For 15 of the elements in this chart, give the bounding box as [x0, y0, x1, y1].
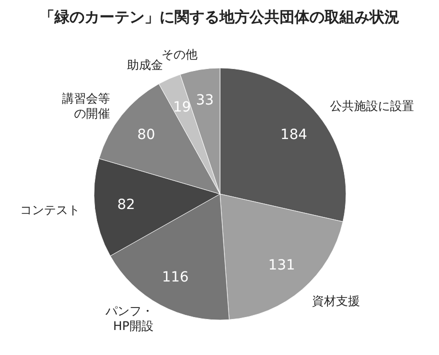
data-label: 131: [268, 258, 296, 274]
data-label: 19: [173, 99, 191, 116]
chart-title: 「緑のカーテン」に関する地方公共団体の取組み状況: [38, 8, 400, 28]
slice-label: パンフ・HP開設: [104, 304, 154, 333]
slice-label: その他: [161, 48, 198, 62]
slice-label: 助成金: [127, 58, 164, 72]
data-label: 80: [137, 126, 156, 143]
slice-label: 講習会等の開催: [62, 91, 110, 120]
data-label: 184: [280, 126, 308, 143]
slice-label: 公共施設に設置: [330, 98, 414, 113]
slice-label: コンテスト: [20, 203, 80, 218]
data-label: 116: [162, 269, 189, 286]
data-label: 82: [117, 196, 136, 213]
data-label: 33: [196, 92, 214, 109]
slice-label: 資材支援: [312, 294, 360, 308]
